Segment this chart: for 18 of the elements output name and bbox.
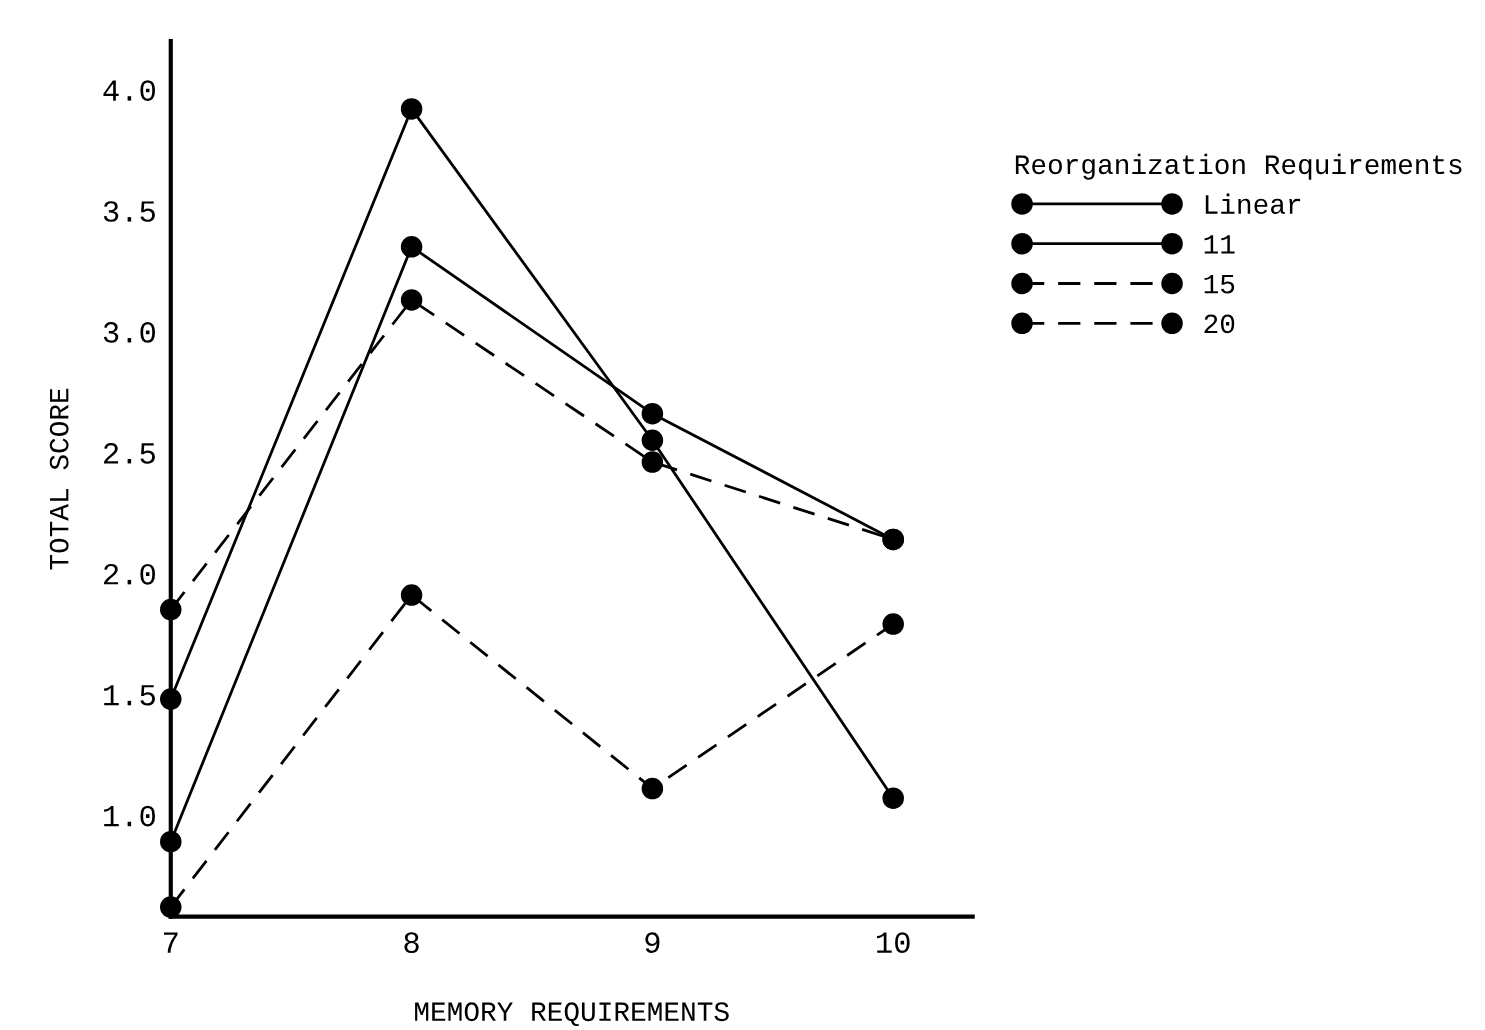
y-tick-label: 3.5 bbox=[103, 201, 155, 222]
x-axis-title: MEMORY REQUIREMENTS bbox=[415, 1002, 729, 1027]
x-tick-label: 8 bbox=[404, 932, 419, 954]
x-tick-label: 10 bbox=[877, 932, 910, 954]
y-tick-label: 2.5 bbox=[104, 442, 155, 464]
y-tick-label: 1.5 bbox=[104, 685, 155, 706]
y-tick-label: 4.0 bbox=[103, 80, 155, 101]
legend-label: 20 bbox=[1204, 314, 1235, 334]
y-axis-title: TOTAL SCORE bbox=[49, 388, 69, 570]
legend-label: 15 bbox=[1204, 274, 1235, 294]
x-tick-label: 7 bbox=[163, 932, 178, 953]
y-tick-label: 1.0 bbox=[104, 805, 155, 827]
legend-title: Reorganization Requirements bbox=[1015, 153, 1462, 180]
x-tick-label: 9 bbox=[645, 932, 660, 954]
y-tick-label: 3.0 bbox=[103, 322, 155, 343]
legend-label: Linear bbox=[1205, 193, 1301, 214]
legend-label: 11 bbox=[1204, 235, 1235, 254]
y-tick-label: 2.0 bbox=[104, 563, 155, 585]
